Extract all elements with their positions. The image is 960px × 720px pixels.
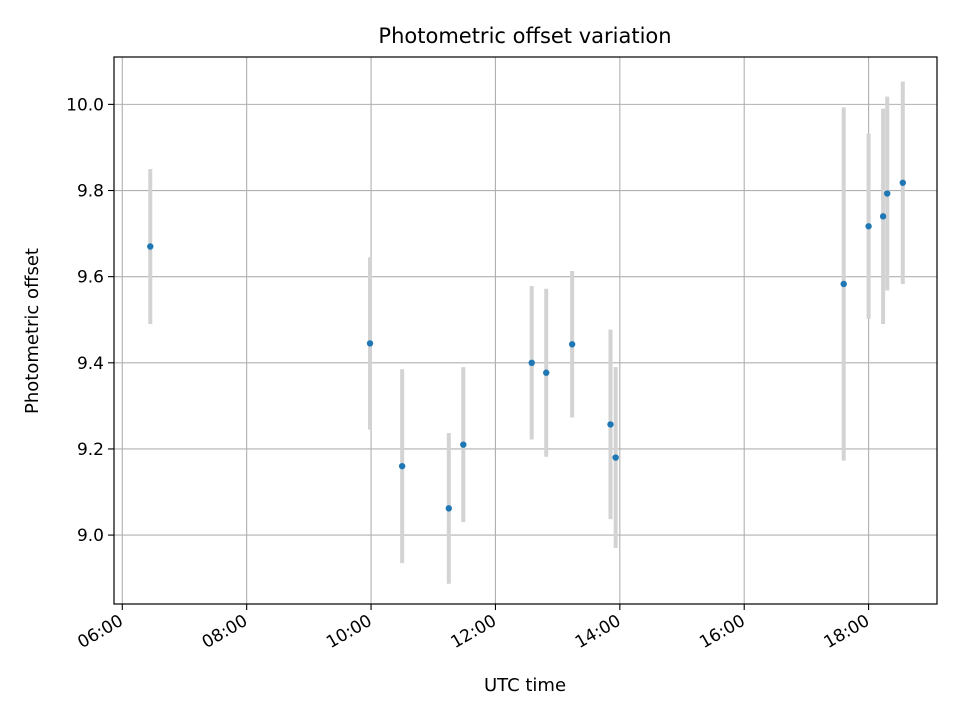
data-point — [568, 341, 576, 348]
data-point — [612, 454, 619, 461]
data-point — [366, 340, 374, 347]
data-point — [865, 223, 872, 230]
data-point — [445, 505, 452, 512]
y-tick-label: 10.0 — [66, 95, 104, 115]
data-point — [840, 280, 847, 288]
y-tick-label: 9.8 — [77, 182, 104, 202]
data-points — [147, 179, 906, 512]
grid — [114, 57, 937, 604]
data-point — [528, 359, 535, 367]
y-tick-label: 9.0 — [77, 526, 104, 546]
chart-title: Photometric offset variation — [378, 24, 671, 48]
plot-frame — [113, 56, 938, 605]
y-axis-ticks: 9.0 9.2 9.4 9.6 9.8 10.0 — [66, 95, 114, 546]
data-point — [879, 213, 887, 220]
data-point — [884, 190, 891, 197]
data-point — [460, 441, 467, 448]
x-axis-label: UTC time — [484, 675, 566, 696]
y-axis-label: Photometric offset — [22, 248, 43, 414]
data-point — [147, 243, 154, 250]
data-point — [607, 421, 614, 428]
y-tick-label: 9.6 — [77, 268, 104, 288]
y-tick-label: 9.4 — [77, 354, 104, 374]
data-point — [899, 179, 906, 186]
data-point — [398, 462, 406, 470]
data-point — [543, 369, 550, 376]
y-tick-label: 9.2 — [77, 440, 104, 460]
